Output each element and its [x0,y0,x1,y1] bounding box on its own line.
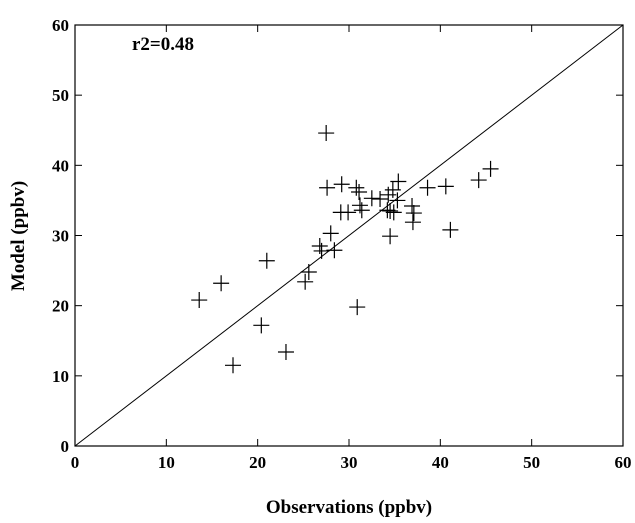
point [300,263,317,280]
point [351,183,368,200]
point [382,202,399,219]
point [322,225,339,242]
point [470,172,487,189]
point [404,198,421,215]
point [405,205,422,222]
point [384,181,401,198]
point [390,173,407,190]
x-tick-label: 30 [341,453,358,472]
point [419,179,436,196]
y-tick-label: 30 [52,227,69,246]
x-tick-label: 60 [615,453,632,472]
point [482,160,499,177]
annotation: r2=0.48 [132,34,194,55]
point [404,214,421,231]
point [258,252,275,269]
point [437,178,454,195]
x-tick-label: 40 [432,453,449,472]
y-tick-label: 0 [61,437,70,456]
point [313,242,330,259]
point [191,292,208,309]
point [363,190,380,207]
x-tick-label: 50 [523,453,540,472]
x-tick-label: 10 [158,453,175,472]
y-tick-label: 10 [52,367,69,386]
point [372,191,389,208]
y-tick-label: 60 [52,16,69,35]
y-tick-label: 40 [52,156,69,175]
point [379,202,396,219]
point [319,179,336,196]
x-tick-label: 20 [249,453,266,472]
point [349,299,366,316]
point [348,179,365,196]
point [311,238,328,255]
point [385,204,402,221]
y-axis-title: Model (ppbv) [8,181,29,291]
point [213,275,230,292]
point [351,197,368,214]
point [333,176,350,193]
y-tick-label: 50 [52,86,69,105]
point [318,125,335,142]
point [389,192,406,209]
point [326,242,343,259]
point [442,221,459,238]
point [382,228,399,245]
point [253,317,270,334]
point [277,343,294,360]
x-tick-label: 0 [71,453,80,472]
one-to-one-line [74,24,624,447]
point [340,204,357,221]
point [225,357,242,374]
point [297,273,314,290]
x-axis-title: Observations (ppbv) [266,497,432,518]
point [353,202,370,219]
y-tick-label: 20 [52,297,69,316]
